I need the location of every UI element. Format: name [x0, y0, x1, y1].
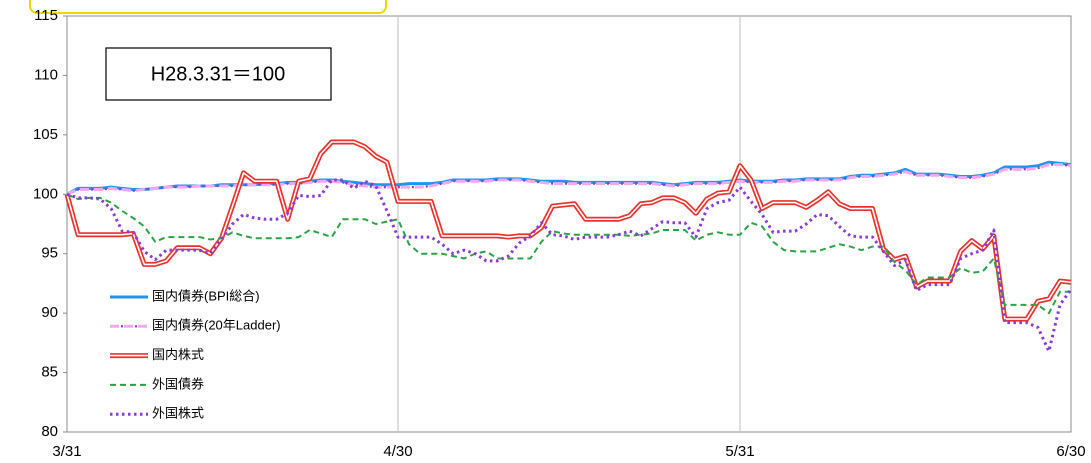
annotation: H28.3.31＝100 — [151, 63, 286, 85]
series-line — [66, 163, 1072, 196]
x-tick-label: 3/31 — [52, 443, 81, 460]
x-tick-label: 6/30 — [1056, 443, 1085, 460]
y-tick-label: 85 — [41, 364, 58, 381]
annotation-box — [105, 47, 332, 101]
y-tick-label: 95 — [41, 245, 58, 262]
series-lines — [64, 139, 1073, 353]
y-tick-label: 105 — [33, 126, 58, 143]
axes: 80 85 90 95 100 105 110 115 3/31 4/30 5/31 6/30 — [33, 7, 1086, 460]
series-line — [66, 193, 1071, 315]
y-tick-label: 115 — [34, 7, 58, 24]
series-line-overlay — [66, 141, 1072, 320]
grid — [397, 16, 741, 432]
y-tick-label: 80 — [41, 423, 58, 440]
y-tick-label: 90 — [41, 304, 58, 321]
y-tick-label: 100 — [33, 185, 58, 202]
x-tick-label: 5/31 — [725, 443, 754, 460]
x-tick-label: 4/30 — [383, 443, 412, 460]
legend-label: 国内債券(20年Ladder) — [152, 318, 281, 333]
legend-label: 外国債券 — [152, 376, 204, 391]
legend-label: 国内債券(BPI総合) — [152, 288, 260, 303]
header-box — [29, 0, 387, 14]
legend-label: 外国株式 — [152, 406, 204, 421]
y-tick-label: 110 — [34, 66, 58, 83]
legend-label: 国内株式 — [152, 347, 204, 362]
